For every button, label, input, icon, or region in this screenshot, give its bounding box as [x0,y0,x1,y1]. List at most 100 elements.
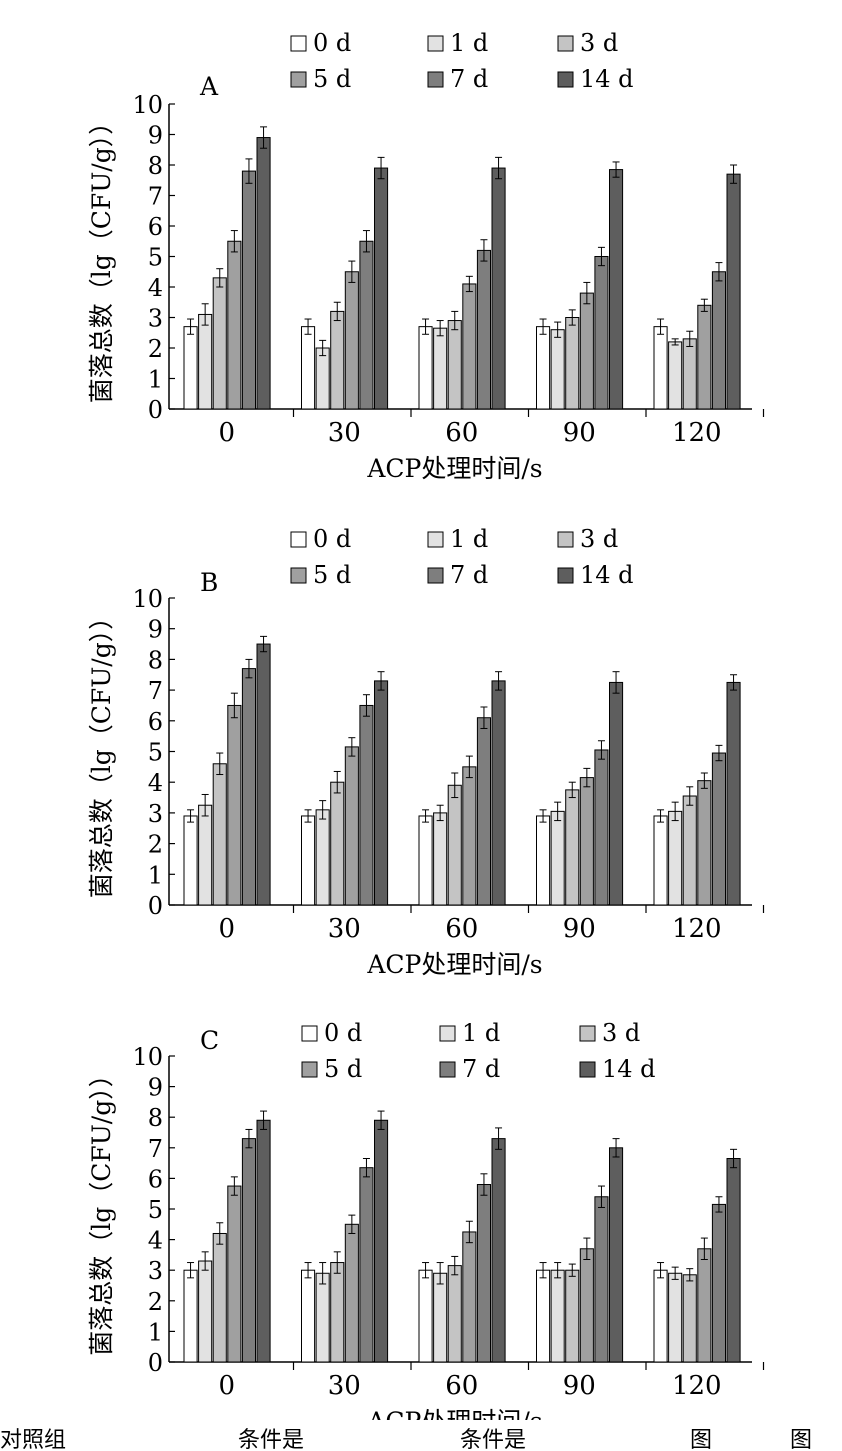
legend-label: 1 d [450,29,488,57]
bar [183,1269,198,1363]
bar [212,1232,227,1363]
bar [447,1265,462,1363]
x-tick-label: 120 [672,1371,722,1401]
bar [550,329,565,410]
legend-label: 0 d [313,29,351,57]
bar [359,240,374,410]
legend-label: 5 d [313,65,351,93]
bar [476,1184,491,1363]
bar [653,815,668,906]
bar [374,167,389,410]
bar [579,777,594,906]
footer-fragment-3: 条件是 [460,1428,527,1451]
y-tick-label: 4 [148,274,163,302]
bar [726,173,741,410]
panel-label: A [199,72,219,101]
legend-swatch [427,35,444,52]
bar [256,643,271,906]
legend-swatch [427,567,444,584]
x-tick-label: 90 [563,418,596,448]
bar [315,347,330,410]
bar [668,1272,683,1363]
x-tick-label: 90 [563,914,596,944]
bar [241,170,256,410]
legend-swatch [290,35,307,52]
y-tick-label: 5 [148,739,163,767]
x-tick-label: 0 [219,914,236,944]
x-tick-label: 120 [672,418,722,448]
legend-swatch [557,71,574,88]
y-tick-label: 8 [148,152,163,180]
y-tick-label: 2 [148,335,163,363]
legend-label: 0 d [313,525,351,553]
y-tick-label: 9 [148,616,163,644]
footer-fragment-5: 图 [790,1428,813,1451]
bar [668,341,683,410]
bar [433,1272,448,1363]
bar [550,1269,565,1363]
panel-label: B [200,568,218,597]
x-tick-label: 0 [219,1371,236,1401]
y-axis-title: 菌落总数（lg（CFU/g）） [87,1062,116,1355]
bar [198,313,213,410]
y-tick-label: 6 [148,213,163,241]
y-tick-label: 3 [148,305,163,333]
footer-fragment-1: 对照组 [0,1428,67,1451]
legend-swatch [301,1061,318,1078]
y-tick-label: 9 [148,122,163,150]
bar [227,240,242,410]
y-tick-label: 4 [148,769,163,797]
x-tick-label: 0 [219,418,236,448]
y-tick-label: 1 [148,861,163,889]
bar [198,804,213,906]
bar [594,1196,609,1363]
legend-label: 14 d [580,65,634,93]
bar [241,1138,256,1363]
legend-swatch [290,531,307,548]
bar [711,271,727,410]
legend-label: 3 d [602,1019,640,1047]
x-tick-label: 60 [445,914,478,944]
bar [330,310,345,410]
bar [256,137,271,410]
y-tick-label: 0 [148,396,163,424]
y-tick-label: 8 [148,1104,163,1132]
bar [433,327,448,410]
bar [227,1185,242,1363]
x-axis-title: ACP处理时间/s [366,454,542,483]
legend-label: 7 d [450,561,488,589]
y-tick-label: 0 [148,892,163,920]
bar [536,1269,551,1363]
bar [462,283,477,410]
y-tick-label: 7 [148,1135,163,1163]
legend-swatch [439,1061,456,1078]
bar [697,780,712,906]
bar [579,1248,594,1363]
y-tick-label: 2 [148,1288,163,1316]
bar [183,326,198,410]
y-tick-label: 1 [148,366,163,394]
y-tick-label: 10 [132,91,163,119]
bar [550,810,565,906]
y-tick-label: 10 [132,585,163,613]
legend-label: 3 d [580,525,618,553]
bar [682,795,697,906]
bar [447,320,462,410]
x-tick-label: 30 [328,914,361,944]
bar [315,1272,330,1363]
y-tick-label: 9 [148,1074,163,1102]
bar [256,1119,271,1363]
bar [491,1138,506,1363]
bar [374,1119,389,1363]
x-tick-label: 120 [672,914,722,944]
legend-label: 0 d [324,1019,362,1047]
y-tick-label: 3 [148,1257,163,1285]
bar [565,1269,580,1363]
footer-fragment-4: 图 [690,1428,713,1451]
bar [682,338,697,410]
bar [726,1158,741,1363]
legend-swatch [557,567,574,584]
legend-label: 5 d [324,1055,362,1083]
bar [183,815,198,906]
